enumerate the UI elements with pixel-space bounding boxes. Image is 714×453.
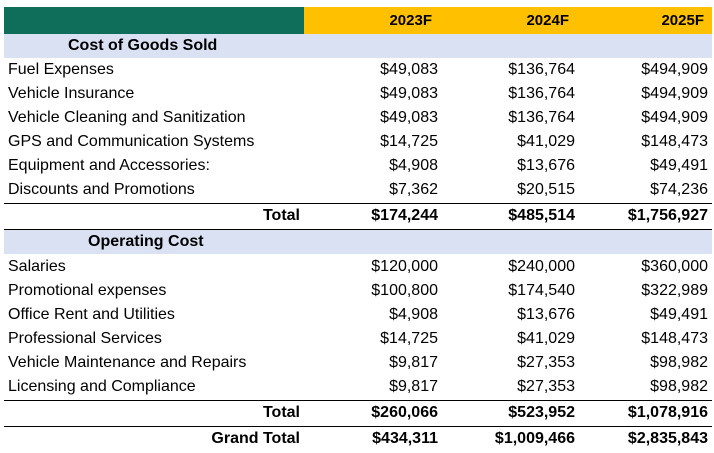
value-2025: $322,989: [641, 282, 708, 299]
row-label: Vehicle Maintenance and Repairs: [8, 354, 247, 371]
section-header-cogs: Cost of Goods Sold: [4, 34, 712, 58]
value-2024: $136,764: [508, 85, 575, 102]
total-2023: $174,244: [371, 207, 438, 224]
value-2023: $4,908: [389, 306, 438, 323]
table-header-row: 2023F 2024F 2025F: [4, 7, 712, 34]
section-title: Cost of Goods Sold: [68, 37, 218, 54]
row-label: Professional Services: [8, 330, 162, 347]
value-2025: $49,491: [650, 306, 708, 323]
table-row: Promotional expenses $100,800 $174,540 $…: [4, 279, 712, 303]
row-label: Promotional expenses: [8, 282, 167, 299]
row-label: GPS and Communication Systems: [8, 133, 255, 150]
divider: [4, 203, 712, 204]
section-header-opex: Operating Cost: [4, 230, 712, 254]
value-2025: $360,000: [641, 258, 708, 275]
value-2023: $9,817: [389, 354, 438, 371]
value-2024: $27,353: [517, 354, 575, 371]
header-2023f: 2023F: [304, 7, 440, 34]
table-row: Vehicle Insurance $49,083 $136,764 $494,…: [4, 82, 712, 106]
value-2024: $27,353: [517, 378, 575, 395]
value-2023: $14,725: [380, 330, 438, 347]
cogs-total-row: Total $174,244 $485,514 $1,756,927: [4, 204, 712, 228]
table-row: Vehicle Cleaning and Sanitization $49,08…: [4, 106, 712, 130]
header-2025f: 2025F: [577, 7, 712, 34]
grand-total-label: Grand Total: [211, 430, 300, 447]
total-label: Total: [262, 404, 300, 421]
total-2024: $485,514: [508, 207, 575, 224]
value-2023: $120,000: [371, 258, 438, 275]
value-2023: $49,083: [380, 109, 438, 126]
total-2025: $1,756,927: [627, 207, 708, 224]
value-2024: $136,764: [508, 109, 575, 126]
header-2024f: 2024F: [440, 7, 577, 34]
value-2025: $148,473: [641, 330, 708, 347]
table-row: Equipment and Accessories: $4,908 $13,67…: [4, 154, 712, 178]
value-2024: $240,000: [508, 258, 575, 275]
table-row: Fuel Expenses $49,083 $136,764 $494,909: [4, 58, 712, 82]
value-2025: $49,491: [650, 157, 708, 174]
value-2023: $7,362: [389, 181, 438, 198]
row-label: Fuel Expenses: [8, 61, 114, 78]
value-2025: $98,982: [650, 354, 708, 371]
value-2024: $174,540: [508, 282, 575, 299]
divider: [4, 229, 712, 230]
grand-total-row: Grand Total $434,311 $1,009,466 $2,835,8…: [4, 427, 712, 451]
grand-total-2023: $434,311: [372, 430, 438, 447]
total-label: Total: [262, 207, 300, 224]
value-2024: $41,029: [517, 133, 575, 150]
table-row: Vehicle Maintenance and Repairs $9,817 $…: [4, 351, 712, 375]
value-2023: $14,725: [380, 133, 438, 150]
table-row: Salaries $120,000 $240,000 $360,000: [4, 255, 712, 279]
opex-total-row: Total $260,066 $523,952 $1,078,916: [4, 401, 712, 425]
row-label: Vehicle Insurance: [8, 85, 135, 102]
divider: [4, 400, 712, 401]
row-label: Licensing and Compliance: [8, 378, 196, 395]
value-2024: $13,676: [517, 157, 575, 174]
total-2023: $260,066: [371, 404, 438, 421]
grand-total-2024: $1,009,466: [494, 430, 575, 447]
divider: [4, 426, 712, 427]
row-label: Discounts and Promotions: [8, 181, 195, 198]
total-2024: $523,952: [508, 404, 575, 421]
total-2025: $1,078,916: [627, 404, 708, 421]
value-2025: $98,982: [650, 378, 708, 395]
table-row: Office Rent and Utilities $4,908 $13,676…: [4, 303, 712, 327]
value-2023: $9,817: [389, 378, 438, 395]
row-label: Office Rent and Utilities: [8, 306, 175, 323]
table-row: Professional Services $14,725 $41,029 $1…: [4, 327, 712, 351]
row-label: Equipment and Accessories:: [8, 157, 210, 174]
value-2025: $148,473: [641, 133, 708, 150]
table-row: Licensing and Compliance $9,817 $27,353 …: [4, 375, 712, 399]
grand-total-2025: $2,835,843: [627, 430, 708, 447]
table-row: Discounts and Promotions $7,362 $20,515 …: [4, 178, 712, 202]
row-label: Salaries: [8, 258, 66, 275]
value-2025: $494,909: [641, 61, 708, 78]
row-label: Vehicle Cleaning and Sanitization: [8, 109, 246, 126]
value-2023: $49,083: [380, 61, 438, 78]
section-title: Operating Cost: [88, 233, 204, 250]
value-2024: $13,676: [517, 306, 575, 323]
value-2024: $136,764: [508, 61, 575, 78]
header-label-cell: [4, 7, 304, 34]
value-2023: $49,083: [380, 85, 438, 102]
value-2024: $41,029: [517, 330, 575, 347]
value-2025: $494,909: [641, 85, 708, 102]
table-row: GPS and Communication Systems $14,725 $4…: [4, 130, 712, 154]
value-2025: $74,236: [650, 181, 708, 198]
value-2023: $4,908: [389, 157, 438, 174]
value-2025: $494,909: [641, 109, 708, 126]
value-2023: $100,800: [371, 282, 438, 299]
value-2024: $20,515: [517, 181, 575, 198]
